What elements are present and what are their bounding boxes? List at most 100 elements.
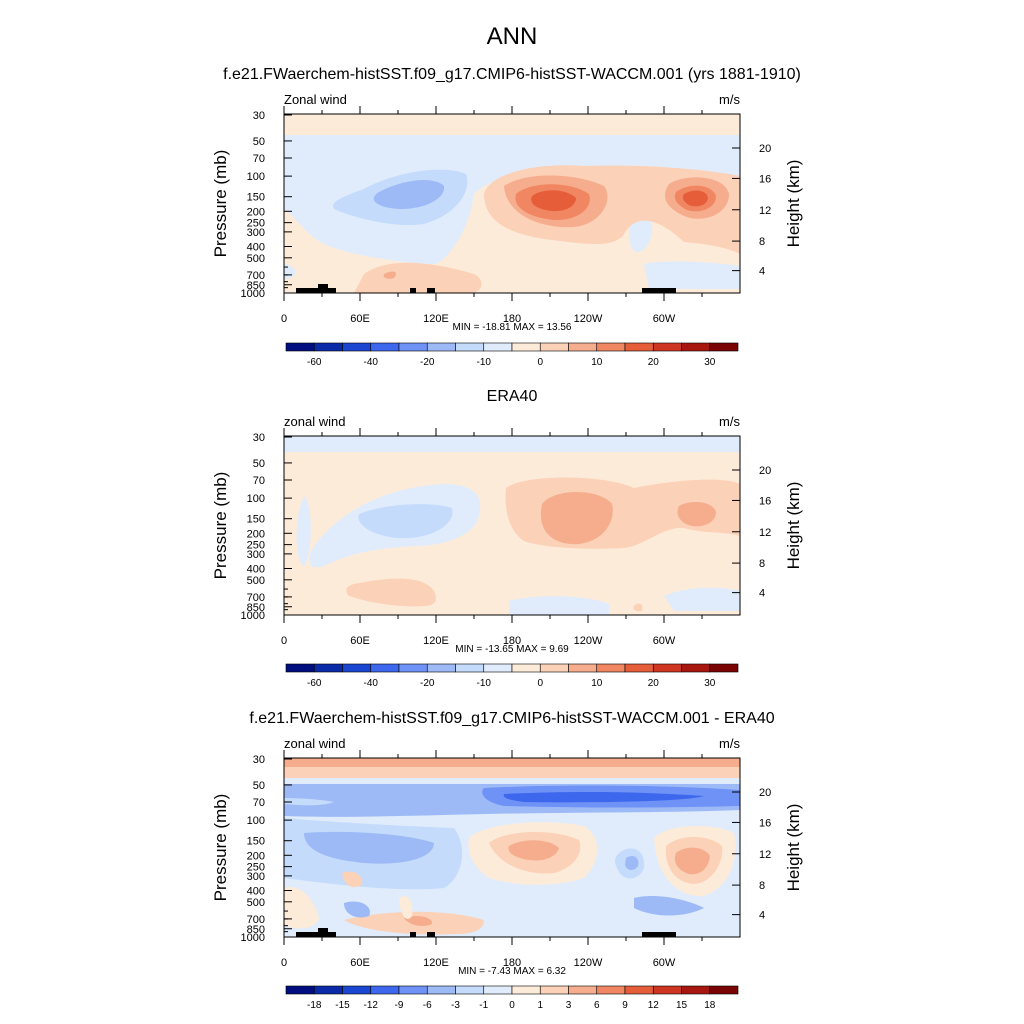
y-tick-label: 700 xyxy=(247,592,265,604)
colorbar-box xyxy=(709,663,739,673)
colorbar-label: 6 xyxy=(594,1000,600,1011)
y-axis-title: Pressure (mb) xyxy=(211,472,230,580)
colorbar-label: -3 xyxy=(451,1000,460,1011)
colorbar-box xyxy=(370,342,400,352)
x-tick-label: 120E xyxy=(423,635,449,647)
colorbar-label: 30 xyxy=(704,678,716,689)
contour-region xyxy=(503,791,704,803)
colorbar-box xyxy=(652,663,682,673)
y-tick-label: 150 xyxy=(247,192,265,204)
colorbar: -60 -40 -20 -10 0 10 20 30 xyxy=(285,663,739,689)
colorbar-box xyxy=(511,663,541,673)
min-max-stats: MIN = -13.65 MAX = 9.69 xyxy=(455,644,569,655)
height-tick-label: 12 xyxy=(759,849,771,861)
colorbar-label: -6 xyxy=(423,1000,432,1011)
colorbar-label: -10 xyxy=(477,357,492,368)
height-tick-label: 20 xyxy=(759,465,771,477)
colorbar-box xyxy=(370,985,400,995)
topography-bar xyxy=(642,288,676,293)
units-label: m/s xyxy=(719,736,740,751)
panel-title: f.e21.FWaerchem-histSST.f09_g17.CMIP6-hi… xyxy=(249,710,774,727)
x-tick-label: 60W xyxy=(653,313,676,325)
topography-bar xyxy=(410,932,416,937)
y-axis-title: Pressure (mb) xyxy=(211,150,230,258)
colorbar-label: 0 xyxy=(537,357,543,368)
contour-region xyxy=(531,190,576,212)
contour-region xyxy=(284,135,740,264)
height-tick-label: 4 xyxy=(759,266,765,278)
colorbar-box xyxy=(568,342,598,352)
contour-region xyxy=(674,847,710,875)
min-max-stats: MIN = -18.81 MAX = 13.56 xyxy=(453,322,572,333)
contour-region xyxy=(342,871,363,888)
x-tick-label: 0 xyxy=(281,635,287,647)
units-label: m/s xyxy=(719,92,740,107)
colorbar-label: 9 xyxy=(622,1000,628,1011)
y-tick-label: 150 xyxy=(247,836,265,848)
colorbar-box xyxy=(455,985,485,995)
y-tick-label: 200 xyxy=(247,850,265,862)
colorbar-label: 10 xyxy=(591,678,603,689)
contour-region xyxy=(404,915,433,926)
y-tick-label: 250 xyxy=(247,862,265,874)
contour-region xyxy=(284,887,319,929)
contour-region xyxy=(344,901,370,918)
colorbar-label: 20 xyxy=(648,678,660,689)
colorbar-label: -15 xyxy=(335,1000,350,1011)
height-axis-title: Height (km) xyxy=(784,804,803,892)
height-tick-label: 12 xyxy=(759,205,771,217)
x-tick-label: 180 xyxy=(503,313,521,325)
page-title: ANN xyxy=(487,23,538,50)
contour-region xyxy=(629,214,653,253)
contour-region xyxy=(644,261,740,289)
height-axis-title: Height (km) xyxy=(784,160,803,248)
x-tick-label: 60E xyxy=(350,957,370,969)
contour-region xyxy=(677,502,716,527)
topography-bar xyxy=(296,288,336,293)
min-max-stats: MIN = -7.43 MAX = 6.32 xyxy=(458,966,566,977)
contour-region xyxy=(354,262,482,293)
y-tick-label: 700 xyxy=(247,270,265,282)
topography-bar xyxy=(642,932,676,937)
contour-region xyxy=(358,504,453,539)
colorbar-box xyxy=(652,342,682,352)
colorbar-box xyxy=(483,985,513,995)
colorbar-label: 20 xyxy=(648,357,660,368)
colorbar-label: -18 xyxy=(307,1000,322,1011)
colorbar-label: 0 xyxy=(509,1000,515,1011)
height-tick-label: 16 xyxy=(759,817,771,829)
colorbar-box xyxy=(426,985,456,995)
colorbar-box xyxy=(313,663,343,673)
height-tick-label: 4 xyxy=(759,910,765,922)
colorbar-box xyxy=(681,985,711,995)
y-tick-label: 500 xyxy=(247,575,265,587)
colorbar-box xyxy=(624,663,654,673)
y-tick-label: 300 xyxy=(247,227,265,239)
x-tick-label: 180 xyxy=(503,635,521,647)
topography xyxy=(296,928,676,937)
variable-label: Zonal wind xyxy=(284,92,347,107)
contour-region xyxy=(399,896,413,919)
y-tick-label: 250 xyxy=(247,540,265,552)
colorbar: -18 -15 -12 -9 -6 -3 -1 0 1 3 6 9 12 15 18 xyxy=(285,985,739,1011)
colorbar-box xyxy=(455,342,485,352)
colorbar-box xyxy=(652,985,682,995)
y-axis-title: Pressure (mb) xyxy=(211,794,230,902)
y-tick-label: 850 xyxy=(247,602,265,614)
contour-region xyxy=(284,436,740,452)
x-tick-label: 60W xyxy=(653,957,676,969)
contour-field xyxy=(284,758,740,937)
colorbar-label: -1 xyxy=(479,1000,488,1011)
colorbar-box xyxy=(483,663,513,673)
contour-region xyxy=(296,496,311,566)
colorbar-box xyxy=(342,663,372,673)
contour-region xyxy=(682,190,708,207)
x-tick-label: 120E xyxy=(423,313,449,325)
contour-region xyxy=(633,603,643,612)
contour-region xyxy=(664,587,740,611)
topography-bar xyxy=(318,284,328,293)
height-tick-label: 4 xyxy=(759,588,765,600)
colorbar-box xyxy=(539,663,569,673)
colorbar-box xyxy=(511,985,541,995)
